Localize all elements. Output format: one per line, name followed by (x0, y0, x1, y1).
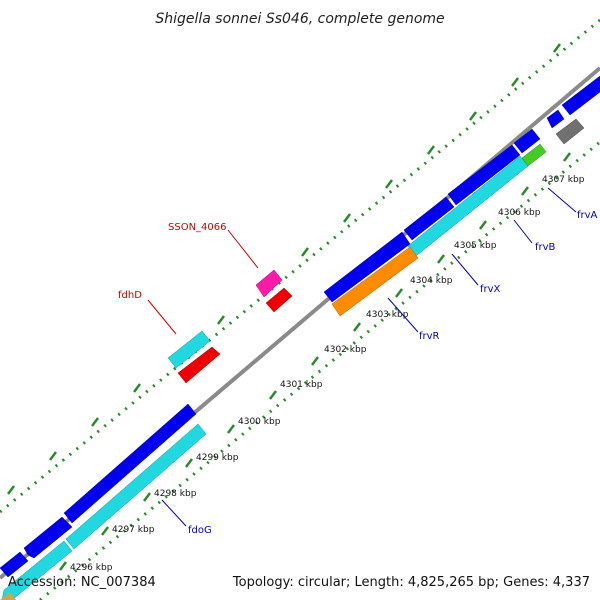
ruler-tick (59, 561, 67, 571)
ruler-labels: 4296 kbp 4297 kbp 4298 kbp 4299 kbp 4300… (70, 175, 585, 573)
cds-forward[interactable] (63, 403, 197, 524)
ruler-tick (521, 186, 529, 196)
genome-summary-text: Topology: circular; Length: 4,825,265 bp… (232, 575, 590, 590)
cds-forward[interactable] (23, 516, 73, 559)
ruler-tick (563, 152, 571, 162)
tick-label: 4306 kbp (498, 208, 541, 218)
cds-forward[interactable] (323, 231, 411, 303)
leader-frvx (451, 253, 479, 286)
leader-frva (547, 187, 577, 213)
gene-label-frvr[interactable]: frvR (419, 331, 440, 342)
inner-dotted-track (39, 140, 600, 600)
cds-green[interactable] (521, 143, 547, 167)
cds-forward[interactable] (546, 109, 565, 129)
cds-forward[interactable] (447, 144, 521, 206)
cds-forward[interactable] (561, 75, 600, 116)
cds-SSON_4066-red[interactable] (265, 287, 293, 313)
ruler-ticks (59, 152, 571, 571)
gene-label-sson-4066[interactable]: SSON_4066 (168, 222, 227, 233)
outer-tick (343, 213, 351, 223)
tick-label: 4296 kbp (70, 563, 113, 573)
tick-label: 4305 kbp (454, 241, 497, 251)
gene-label-frva[interactable]: frvA (577, 210, 598, 221)
outer-track-ticks (7, 43, 561, 495)
forward-cds-track (0, 75, 600, 578)
outer-tick (7, 485, 15, 495)
cds-frvR[interactable] (331, 246, 419, 317)
ruler-tick (395, 288, 403, 298)
cds-reverse[interactable] (65, 423, 207, 550)
cds-forward[interactable] (513, 128, 541, 154)
outer-tick (511, 77, 519, 87)
tick-label: 4297 kbp (112, 525, 155, 535)
gene-label-frvb[interactable]: frvB (535, 242, 556, 253)
cds-fdhD-red[interactable] (177, 346, 221, 384)
gene-label-frvx[interactable]: frvX (480, 284, 501, 295)
outer-tick (133, 383, 141, 393)
cds-reverse-fdhD[interactable] (167, 330, 211, 369)
ruler-tick (185, 458, 193, 468)
cds-forward[interactable] (0, 551, 29, 578)
tick-label: 4299 kbp (196, 453, 239, 463)
ruler-tick (353, 322, 361, 332)
gene-label-fdhd[interactable]: fdhD (118, 290, 142, 301)
label-leaders (147, 187, 577, 527)
ruler-tick (101, 526, 109, 536)
cds-partial[interactable] (0, 592, 16, 600)
accession-text: Accession: NC_007384 (8, 575, 156, 590)
tick-label: 4302 kbp (324, 345, 367, 355)
cds-forward[interactable] (403, 196, 455, 241)
leader-fdhd (147, 299, 177, 335)
outer-tick (385, 179, 393, 189)
tick-label: 4300 kbp (238, 417, 281, 427)
outer-tick (301, 247, 309, 257)
tick-label: 4307 kbp (542, 175, 585, 185)
cds-grey[interactable] (555, 118, 585, 145)
ruler-tick (143, 492, 151, 502)
ruler-tick (227, 424, 235, 434)
leader-frvb (513, 219, 533, 244)
leader-frvr (387, 297, 419, 333)
outer-tick (49, 451, 57, 461)
ruler-tick (269, 390, 277, 400)
outer-tick (427, 145, 435, 155)
cds-SSON_4066-pink[interactable] (255, 269, 283, 298)
tick-label: 4301 kbp (280, 380, 323, 390)
tick-label: 4303 kbp (366, 310, 409, 320)
outer-tick (469, 111, 477, 121)
outer-tick (91, 417, 99, 427)
ruler-tick (437, 254, 445, 264)
leader-sson-4066 (227, 229, 259, 269)
ruler-tick (479, 220, 487, 230)
reverse-cds-track (1, 155, 529, 600)
outer-tick (553, 43, 561, 53)
ruler-tick (311, 356, 319, 366)
map-title: Shigella sonnei Ss046, complete genome (155, 11, 444, 27)
tick-label: 4304 kbp (410, 276, 453, 286)
leader-fdog (161, 499, 187, 527)
tick-label: 4298 kbp (154, 489, 197, 499)
outer-dotted-track (0, 18, 600, 514)
outer-tick (217, 315, 225, 325)
gene-label-fdog[interactable]: fdoG (188, 525, 212, 536)
